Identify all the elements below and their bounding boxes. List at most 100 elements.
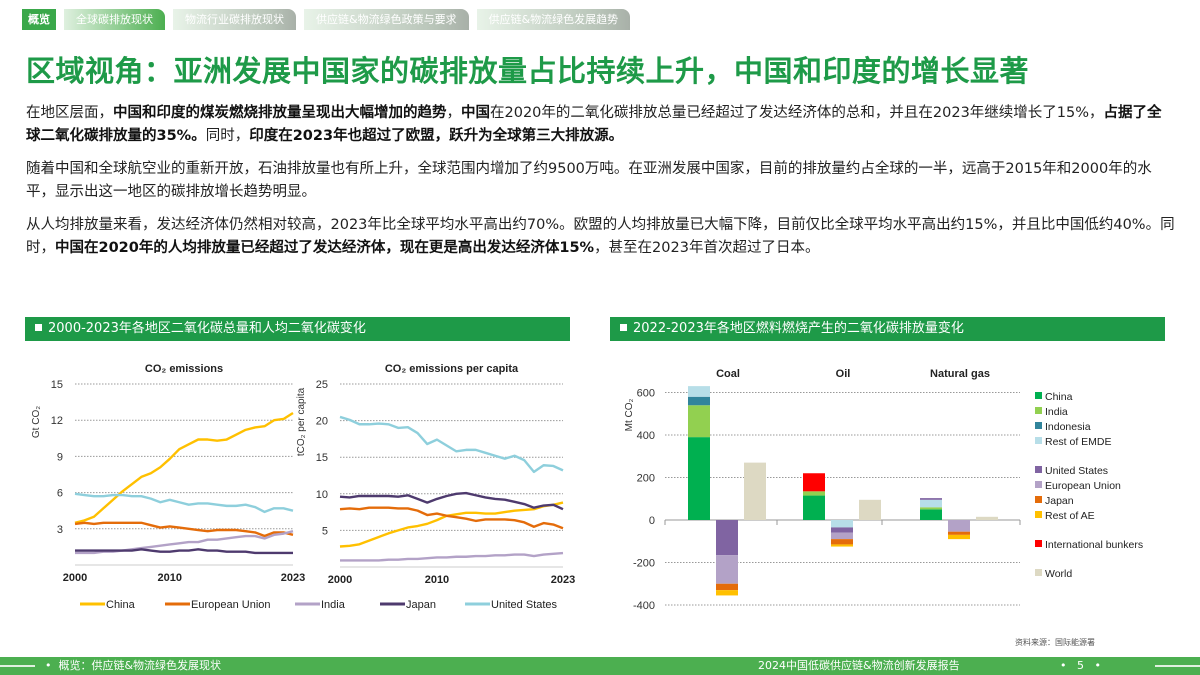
bar-world [976, 516, 998, 520]
text-run: 从人均排放量来看，发达经济体仍然相对较高，2023年比全球平均水平高出约70%。… [26, 217, 1175, 256]
legend-swatch [1035, 496, 1042, 503]
footer-line [0, 665, 35, 667]
bar-segment-indonesia [688, 396, 710, 406]
series-line-united-states [74, 492, 294, 514]
x-tick-label: 2023 [551, 574, 575, 586]
tab-global-carbon[interactable]: 全球碳排放现状 [64, 9, 165, 30]
tab-trends[interactable]: 供应链&物流绿色发展趋势 [476, 9, 631, 30]
page-number-value: 5 [1076, 659, 1084, 672]
bar-segment-china [803, 495, 825, 520]
text-run: 在2020年的二氧化碳排放总量已经超过了发达经济体的总和，并且在2023年继续增… [490, 105, 1104, 121]
legend-swatch [1035, 437, 1042, 444]
x-tick-label: 2000 [328, 574, 352, 586]
x-tick-label: 2010 [425, 574, 449, 586]
bar-segment-european-union [948, 520, 970, 532]
top-tabs: 概览 全球碳排放现状 物流行业碳排放现状 供应链&物流绿色政策与要求 供应链&物… [22, 9, 631, 30]
square-bullet-icon [35, 324, 42, 331]
bar-segment-china [920, 509, 942, 520]
legend-swatch [1035, 407, 1042, 414]
series-line-european-union [339, 506, 564, 530]
bar-segment-international-bunkers [803, 473, 825, 492]
y-axis-label: Mt CO₂ [624, 399, 635, 432]
chart-title: CO₂ emissions [145, 363, 223, 375]
bar-segment-rest-of-emde [688, 386, 710, 397]
series-line-china [74, 411, 294, 524]
y-tick-label: 15 [316, 452, 328, 464]
paragraph: 随着中国和全球航空业的重新开放，石油排放量也有所上升，全球范围内增加了约9500… [26, 158, 1176, 204]
category-label: Coal [716, 368, 740, 380]
y-tick-label: 600 [637, 388, 655, 400]
bar-segment-rest-of-ae [831, 544, 853, 547]
legend-label: Japan [406, 599, 436, 611]
legend-label: China [1045, 391, 1073, 403]
y-tick-label: 9 [57, 451, 63, 463]
y-tick-label: 5 [322, 525, 328, 537]
text-run: 随着中国和全球航空业的重新开放，石油排放量也有所上升，全球范围内增加了约9500… [26, 161, 1152, 200]
y-tick-label: 3 [57, 524, 63, 536]
legend-swatch [1035, 466, 1042, 473]
bar-chart: Mt CO₂ -400 -200 0 200 400 600 Coal Oil Natural g… [624, 368, 1143, 612]
text-run: ，甚至在2023年首次超过了日本。 [594, 240, 820, 256]
section-header-left: 2000-2023年各地区二氧化碳总量和人均二氧化碳变化 [25, 317, 570, 341]
y-tick-label: 200 [637, 473, 655, 485]
chart-title: CO₂ emissions per capita [385, 363, 519, 375]
legend-label: World [1045, 568, 1072, 580]
tab-overview[interactable]: 概览 [22, 9, 56, 30]
legend-label: Indonesia [1045, 421, 1091, 433]
y-tick-label: 0 [649, 515, 655, 527]
tab-policy[interactable]: 供应链&物流绿色政策与要求 [304, 9, 469, 30]
bar-segment-united-states [920, 498, 942, 500]
bar-segment-european-union [716, 555, 738, 584]
bold-text: 中国在2020年的人均排放量已经超过了发达经济体，现在更是高出发达经济体15% [55, 240, 595, 256]
series-line-japan [339, 491, 564, 511]
bar-segment-japan [716, 583, 738, 591]
x-tick-label: 2023 [281, 572, 305, 584]
legend-label: India [1045, 406, 1068, 418]
legend-swatch [1035, 569, 1042, 576]
footer: • 概览：供应链&物流绿色发展现状 2024中国低碳供应链&物流创新发展报告 •… [0, 657, 1200, 675]
section-title: 2000-2023年各地区二氧化碳总量和人均二氧化碳变化 [48, 321, 366, 336]
legend-swatch [1035, 511, 1042, 518]
page-number: • 5 • [1060, 659, 1101, 672]
bar-segment-india [688, 405, 710, 438]
y-axis-label: tCO₂ per capita [296, 387, 307, 456]
bold-text: 印度在2023年也超过了欧盟，跃升为全球第三大排放源。 [249, 128, 624, 144]
bar-segment-rest-of-emde [831, 520, 853, 528]
category-label: Natural gas [930, 368, 990, 380]
tab-logistics-carbon[interactable]: 物流行业碳排放现状 [173, 9, 296, 30]
y-tick-label: -200 [633, 558, 655, 570]
series-line-china [339, 501, 564, 548]
series-line-european-union [74, 521, 294, 538]
bar-world [744, 462, 766, 520]
body-text: 在地区层面，中国和印度的煤炭燃烧排放量呈现出大幅增加的趋势，中国在2020年的二… [26, 102, 1176, 270]
bold-text: 占据了全球二氧化碳排放量的35%。 [26, 105, 1162, 144]
footer-line [1155, 665, 1200, 667]
legend-swatch [1035, 540, 1042, 547]
y-tick-label: 6 [57, 488, 63, 500]
footer-section: • 概览：供应链&物流绿色发展现状 [45, 659, 222, 672]
bar-segment-rest-of-ae [948, 534, 970, 540]
legend-label: United States [1045, 465, 1108, 477]
y-tick-label: 20 [316, 416, 328, 428]
bar-segment-india [803, 491, 825, 496]
legend-label: Japan [1045, 495, 1074, 507]
series-line-united-states [339, 415, 564, 474]
square-bullet-icon [620, 324, 627, 331]
section-header-right: 2022-2023年各地区燃料燃烧产生的二氧化碳排放量变化 [610, 317, 1165, 341]
bold-text: 中国 [461, 105, 490, 121]
footer-section-label: 概览：供应链&物流绿色发展现状 [58, 659, 222, 672]
bar-segment-china [688, 437, 710, 520]
legend-label: Rest of AE [1045, 510, 1095, 522]
section-title: 2022-2023年各地区燃料燃烧产生的二氧化碳排放量变化 [633, 321, 964, 336]
bar-segment-united-states [831, 527, 853, 533]
bar-segment-united-states [716, 520, 738, 556]
legend-label: Rest of EMDE [1045, 436, 1112, 448]
legend-label: India [321, 599, 346, 611]
series-line-japan [75, 548, 293, 555]
y-tick-label: -400 [633, 600, 655, 612]
legend-swatch [1035, 422, 1042, 429]
legend-label: European Union [1045, 480, 1121, 492]
bar-segment-japan [831, 539, 853, 545]
legend-label: European Union [191, 599, 271, 611]
